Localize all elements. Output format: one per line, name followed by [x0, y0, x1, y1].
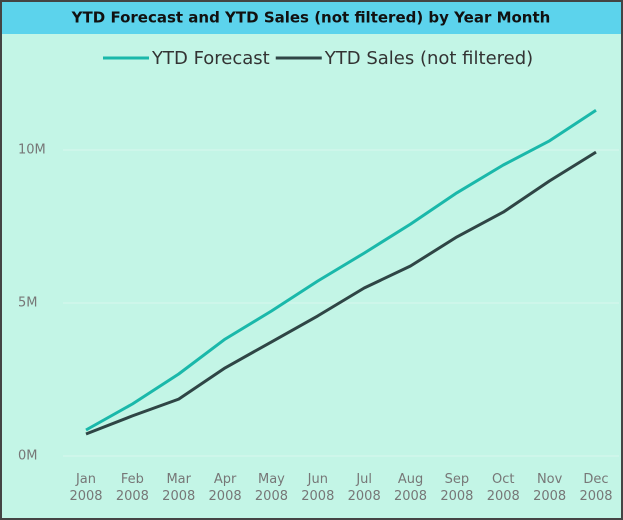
x-tick-label: Aug 2008 [393, 472, 428, 504]
x-tick-label: Sep 2008 [440, 472, 474, 504]
y-tick-label: 5M [18, 296, 38, 311]
x-tick-label: Jan 2008 [69, 472, 103, 504]
title-bar [2, 2, 621, 34]
x-tick-label: Nov 2008 [533, 472, 567, 504]
y-tick-label: 0M [18, 449, 38, 464]
y-tick-label: 10M [18, 143, 46, 158]
x-tick-label: Mar 2008 [162, 472, 196, 504]
series-line [85, 108, 597, 432]
x-tick-label: Feb 2008 [115, 472, 149, 504]
chart-title: YTD Forecast and YTD Sales (not filtered… [71, 9, 551, 27]
x-tick-label: Oct 2008 [486, 472, 520, 504]
x-tick-label: Jun 2008 [301, 472, 335, 504]
x-tick-label: Jul 2008 [347, 472, 381, 504]
series-line [85, 150, 597, 436]
x-tick-label: May 2008 [254, 472, 288, 504]
legend-label: YTD Sales (not filtered) [324, 48, 533, 69]
x-tick-label: Dec 2008 [579, 472, 613, 504]
legend-label: YTD Forecast [151, 48, 270, 69]
x-tick-label: Apr 2008 [208, 472, 242, 504]
